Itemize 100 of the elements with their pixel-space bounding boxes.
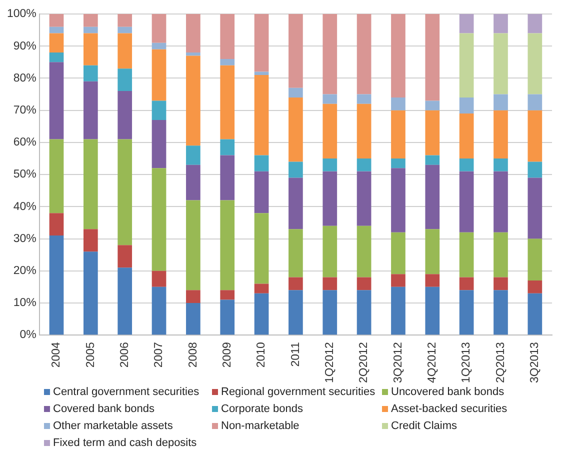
bar xyxy=(288,277,303,290)
bar xyxy=(356,94,372,104)
legend-label: Uncovered bank bonds xyxy=(391,386,504,398)
bar xyxy=(288,178,303,230)
bar xyxy=(391,232,406,274)
bar xyxy=(494,110,508,158)
bar xyxy=(254,155,269,172)
bar xyxy=(49,52,64,62)
bar xyxy=(425,155,440,165)
bar xyxy=(83,252,98,335)
bar xyxy=(356,14,372,94)
bar xyxy=(459,33,474,98)
bar xyxy=(494,232,508,278)
bar xyxy=(220,200,235,290)
bar xyxy=(528,178,542,239)
bar xyxy=(152,270,166,287)
bar xyxy=(528,14,542,34)
bar xyxy=(49,139,64,214)
bar xyxy=(459,114,474,158)
bar xyxy=(425,14,440,101)
bar xyxy=(118,245,132,268)
bar xyxy=(118,268,132,335)
bar xyxy=(288,88,303,98)
x-tick-label: 2009 xyxy=(222,342,234,368)
bar xyxy=(425,110,440,156)
legend-label: Regional government securities xyxy=(221,386,376,398)
bar xyxy=(254,213,269,284)
bar xyxy=(152,286,166,335)
y-tick-label: 80% xyxy=(13,72,36,84)
bar xyxy=(118,26,132,34)
bar xyxy=(425,274,440,287)
bar xyxy=(220,300,235,335)
x-tick-label: 2011 xyxy=(290,342,302,367)
bar xyxy=(220,58,235,66)
bar xyxy=(118,139,132,246)
x-tick-label: 3Q2012 xyxy=(392,342,404,384)
bar xyxy=(459,97,474,114)
bar xyxy=(220,14,235,59)
bar xyxy=(152,42,166,50)
bar xyxy=(356,171,372,226)
bar xyxy=(459,158,474,172)
x-tick-label: 2004 xyxy=(50,341,63,368)
legend-label: Corporate bonds xyxy=(221,403,303,415)
y-tick-label: 70% xyxy=(13,104,36,116)
bar xyxy=(186,290,200,303)
bar xyxy=(83,26,98,34)
bar xyxy=(356,226,372,278)
legend-label: Other marketable assets xyxy=(53,420,173,432)
bar xyxy=(528,293,542,335)
bar xyxy=(49,14,64,27)
bar xyxy=(391,168,406,232)
bar xyxy=(288,229,303,278)
legend-label: Credit Claims xyxy=(391,420,458,432)
bar xyxy=(220,290,235,300)
bar xyxy=(528,238,542,280)
x-tick-label: 2Q2012 xyxy=(358,342,370,384)
y-tick-label: 90% xyxy=(13,40,36,52)
bar xyxy=(494,290,508,335)
x-tick-label: 2Q2013 xyxy=(494,342,507,384)
bar xyxy=(322,226,338,278)
bar xyxy=(186,14,200,53)
y-tick-label: 0% xyxy=(20,329,36,342)
bar xyxy=(118,14,132,27)
bar xyxy=(288,14,303,88)
bar xyxy=(459,171,474,232)
bar xyxy=(459,232,474,278)
bar xyxy=(220,139,235,156)
bar xyxy=(459,277,474,290)
bar xyxy=(254,293,269,335)
bar xyxy=(254,284,269,294)
bar xyxy=(528,94,542,110)
legend-label: Central government securities xyxy=(53,386,200,398)
bar xyxy=(494,158,508,172)
bar xyxy=(391,158,406,168)
bar xyxy=(425,286,440,335)
bar xyxy=(494,94,508,110)
x-tick-label: 3Q2013 xyxy=(529,342,542,384)
bar xyxy=(459,14,474,34)
legend-label: Asset-backed securities xyxy=(391,403,508,415)
bar xyxy=(528,162,542,178)
bar xyxy=(49,33,64,53)
bar xyxy=(49,236,64,335)
bar xyxy=(322,14,338,94)
bar xyxy=(254,171,269,214)
bar xyxy=(49,26,64,34)
bar xyxy=(459,290,474,335)
bar xyxy=(425,229,440,274)
bar xyxy=(494,277,508,290)
bar xyxy=(152,120,166,168)
bar xyxy=(186,164,200,200)
bar xyxy=(152,100,166,120)
x-tick-label: 1Q2013 xyxy=(460,342,473,384)
bar xyxy=(425,100,440,110)
y-tick-label: 100% xyxy=(6,8,36,20)
bar xyxy=(528,110,542,162)
y-tick-label: 40% xyxy=(13,200,36,213)
bar xyxy=(220,155,235,200)
bar xyxy=(528,280,542,294)
bar xyxy=(152,14,166,43)
bar xyxy=(322,171,338,226)
